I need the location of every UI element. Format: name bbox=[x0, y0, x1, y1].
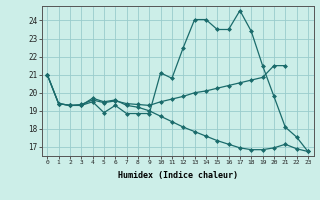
X-axis label: Humidex (Indice chaleur): Humidex (Indice chaleur) bbox=[118, 171, 237, 180]
